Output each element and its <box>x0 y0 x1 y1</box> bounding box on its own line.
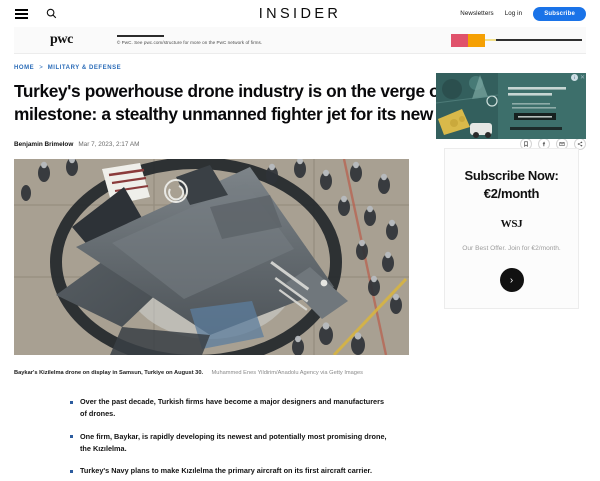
share-buttons <box>520 138 586 150</box>
article-summary-bullets: Over the past decade, Turkish firms have… <box>70 396 390 477</box>
image-caption-row: Baykar's Kizilelma drone on display in S… <box>14 360 414 379</box>
bullet-marker-icon <box>70 435 73 439</box>
header-right-controls: Newsletters Log in Subscribe <box>460 6 586 21</box>
search-icon[interactable] <box>44 7 58 21</box>
wsj-ad[interactable]: i ✕ Subscribe Now: €2/month WSJ Our Best… <box>436 73 586 310</box>
publish-timestamp: Mar 7, 2023, 2:17 AM <box>78 140 140 148</box>
site-header: INSIDER Newsletters Log in Subscribe <box>0 0 600 27</box>
close-icon[interactable]: ✕ <box>579 74 585 81</box>
pwc-swatch-yellow <box>485 39 496 41</box>
subscribe-button[interactable]: Subscribe <box>533 6 586 21</box>
ad-headline: Subscribe Now: €2/month <box>464 168 559 201</box>
hamburger-icon[interactable] <box>14 7 28 21</box>
wsj-ad-banner-image[interactable]: i ✕ <box>436 73 586 139</box>
adchoices-controls: i ✕ <box>570 74 585 81</box>
breadcrumb-item-military-defense[interactable]: MILITARY & DEFENSE <box>47 65 122 71</box>
bullet-marker-icon <box>70 400 73 404</box>
article-main-column: HOME > MILITARY & DEFENSE Turkey's power… <box>14 54 586 481</box>
ad-offer-text: Our Best Offer. Join for €2/month. <box>462 245 561 253</box>
wsj-ad-card[interactable]: Subscribe Now: €2/month WSJ Our Best Off… <box>444 148 579 310</box>
pwc-rule <box>116 35 164 37</box>
pwc-ad-banner[interactable]: pwc © PwC. See pwc.com/structure for mor… <box>14 27 586 54</box>
header-left-controls <box>14 7 58 21</box>
ad-cta-arrow-button[interactable]: › <box>499 268 524 293</box>
byline-row: Benjamin Brimelow Mar 7, 2023, 2:17 AM <box>14 138 586 150</box>
bullet-text: One firm, Baykar, is rapidly developing … <box>80 431 387 453</box>
hero-illustration <box>14 159 409 355</box>
bullet-marker-icon <box>70 469 73 473</box>
bullet-text: Over the past decade, Turkish firms have… <box>80 397 385 418</box>
pwc-color-swatches <box>451 33 582 47</box>
hamburger-lines <box>14 8 28 19</box>
pwc-swatch-pink <box>451 33 468 47</box>
article-hero-image <box>14 159 409 355</box>
login-link[interactable]: Log in <box>504 10 523 17</box>
list-item: Turkey's Navy plans to make Kızılelma th… <box>70 465 390 477</box>
wsj-banner-illustration <box>436 73 586 139</box>
image-credit: Muhammed Enes Yildirim/Anadolu Agency vi… <box>211 370 363 376</box>
pwc-swatch-orange <box>468 33 485 47</box>
list-item: Over the past decade, Turkish firms have… <box>70 396 390 420</box>
adchoices-icon[interactable]: i <box>570 74 578 81</box>
author-name[interactable]: Benjamin Brimelow <box>14 140 74 148</box>
bullet-text: Turkey's Navy plans to make Kızılelma th… <box>80 466 372 476</box>
breadcrumb: HOME > MILITARY & DEFENSE <box>14 65 422 71</box>
pwc-logo: pwc <box>50 32 73 47</box>
pwc-disclaimer-text: © PwC. See pwc.com/structure for more on… <box>116 39 263 45</box>
pwc-swatch-dark <box>496 39 582 41</box>
newsletters-link[interactable]: Newsletters <box>460 10 494 17</box>
page-title: Turkey's powerhouse drone industry is on… <box>14 81 550 124</box>
search-glyph <box>46 8 56 19</box>
list-item: One firm, Baykar, is rapidly developing … <box>70 431 390 455</box>
page-content: HOME > MILITARY & DEFENSE Turkey's power… <box>0 54 600 481</box>
pwc-disclaimer-block: © PwC. See pwc.com/structure for more on… <box>116 35 263 45</box>
breadcrumb-item-home[interactable]: HOME <box>14 65 35 71</box>
breadcrumb-separator: > <box>39 65 43 71</box>
image-caption: Baykar's Kizilelma drone on display in S… <box>14 370 204 376</box>
sidebar-advertisement: i ✕ Subscribe Now: €2/month WSJ Our Best… <box>422 54 586 481</box>
wsj-logo: WSJ <box>500 218 523 231</box>
